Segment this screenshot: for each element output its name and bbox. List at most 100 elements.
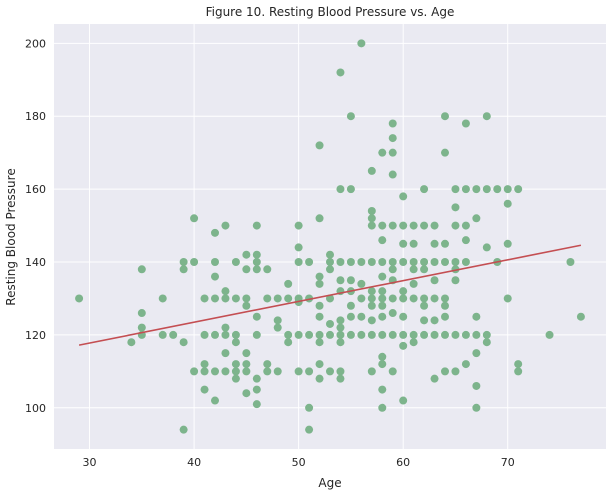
data-point [451, 221, 460, 230]
data-point [378, 221, 387, 230]
data-point [190, 367, 199, 376]
data-point [211, 330, 219, 339]
data-point [200, 360, 209, 369]
plot-background [54, 24, 606, 449]
data-point [263, 360, 272, 369]
data-point [367, 214, 376, 223]
data-point [346, 258, 355, 267]
data-point [451, 276, 460, 285]
data-point [305, 330, 314, 339]
data-point [461, 185, 470, 194]
data-point [336, 330, 345, 339]
data-point [336, 367, 345, 376]
data-point [388, 221, 397, 230]
data-point [242, 301, 251, 310]
data-point [430, 221, 439, 230]
data-point [378, 258, 387, 267]
data-point [221, 287, 230, 296]
data-point [430, 276, 439, 285]
data-point [231, 374, 240, 383]
data-point [336, 374, 345, 383]
data-point [315, 272, 324, 281]
data-point [336, 276, 345, 285]
data-point [378, 294, 387, 303]
data-point [441, 367, 449, 376]
data-point [430, 316, 439, 325]
data-point [211, 367, 219, 376]
data-point [211, 258, 219, 267]
data-point [179, 265, 188, 274]
y-axis-label: Resting Blood Pressure [4, 168, 18, 305]
data-point [179, 338, 188, 347]
data-point [221, 221, 230, 230]
data-point [315, 374, 324, 383]
data-point [179, 258, 188, 267]
data-point [367, 258, 376, 267]
x-tick-label: 30 [83, 456, 97, 469]
data-point [336, 185, 345, 194]
data-point [420, 258, 429, 267]
x-tick-label: 60 [396, 456, 410, 469]
data-point [367, 206, 376, 215]
data-point [190, 258, 199, 267]
data-point [315, 214, 324, 223]
data-point [242, 367, 251, 376]
data-point [326, 319, 334, 328]
data-point [200, 294, 209, 303]
data-point [409, 294, 418, 303]
data-point [430, 330, 439, 339]
data-point [420, 221, 429, 230]
data-point [482, 112, 491, 121]
data-point [430, 258, 439, 267]
data-point [399, 239, 408, 248]
data-point [472, 349, 481, 358]
data-point [211, 228, 219, 237]
data-point [441, 239, 449, 248]
data-point [346, 312, 355, 321]
data-point [346, 330, 355, 339]
data-point [388, 134, 397, 143]
data-point [137, 309, 146, 318]
data-point [420, 330, 429, 339]
data-point [315, 360, 324, 369]
data-point [472, 312, 481, 321]
data-point [294, 243, 303, 252]
data-point [503, 239, 512, 248]
data-point [399, 287, 408, 296]
data-point [242, 250, 251, 259]
data-point [252, 400, 261, 409]
y-tick-label: 160 [25, 183, 46, 196]
data-point [242, 360, 251, 369]
data-point [357, 330, 366, 339]
data-point [263, 294, 272, 303]
data-point [388, 148, 397, 157]
data-point [472, 330, 481, 339]
data-point [179, 425, 188, 434]
data-point [441, 294, 449, 303]
data-point [409, 279, 418, 288]
data-point [367, 294, 376, 303]
data-point [378, 148, 387, 157]
data-point [315, 301, 324, 310]
data-point [472, 214, 481, 223]
data-point [315, 141, 324, 150]
data-point [472, 381, 481, 390]
data-point [326, 265, 334, 274]
data-point [482, 330, 491, 339]
data-point [441, 312, 449, 321]
data-point [503, 294, 512, 303]
data-point [326, 250, 334, 259]
data-point [294, 367, 303, 376]
data-point [367, 301, 376, 310]
data-point [430, 239, 439, 248]
data-point [472, 403, 481, 412]
data-point [399, 294, 408, 303]
data-point [461, 119, 470, 128]
data-point [336, 338, 345, 347]
data-point [441, 148, 449, 157]
data-point [367, 221, 376, 230]
x-tick-label: 40 [187, 456, 201, 469]
data-point [378, 301, 387, 310]
data-point [378, 272, 387, 281]
data-point [346, 301, 355, 310]
